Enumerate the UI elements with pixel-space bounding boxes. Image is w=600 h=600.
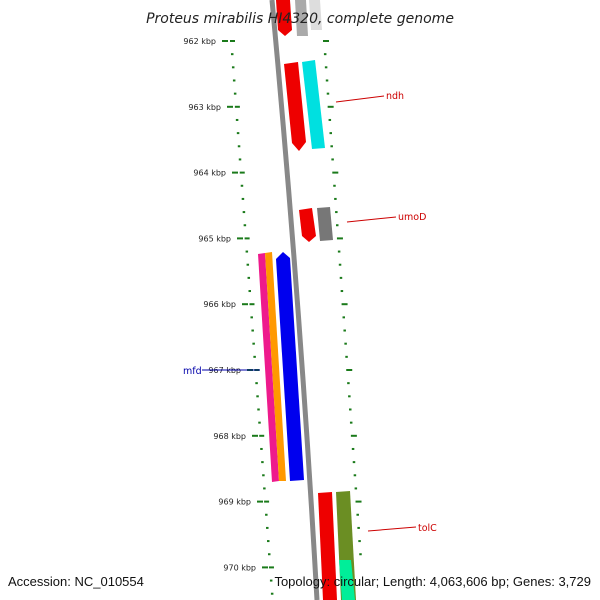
ruler-label: 965 kbp xyxy=(198,234,231,243)
gene-feature-umod-grey xyxy=(317,207,333,241)
gene-feature-magenta xyxy=(258,253,279,482)
gene-label-tolc: tolC xyxy=(418,523,437,534)
umod-leader-line xyxy=(346,216,397,223)
ruler-label: 969 kbp xyxy=(218,498,251,507)
gene-feature-ndh-red xyxy=(284,62,306,151)
gene-features xyxy=(258,0,356,600)
gene-label-mfd: mfd xyxy=(183,366,202,377)
accession-text: Accession: NC_010554 xyxy=(8,574,144,589)
ruler-label: 964 kbp xyxy=(193,169,226,178)
gene-feature-tolc-red xyxy=(318,492,337,600)
ndh-leader-line xyxy=(335,95,385,103)
ruler-label: 963 kbp xyxy=(188,103,221,112)
minor-ticks-outer xyxy=(323,40,362,556)
ruler-label: 966 kbp xyxy=(203,300,236,309)
gene-feature-top-lightgrey xyxy=(309,0,322,30)
gene-feature-umod-red xyxy=(299,208,316,242)
ruler-label: 962 kbp xyxy=(183,37,216,46)
gene-feature-ndh-cyan xyxy=(302,60,325,149)
minor-ticks-inner xyxy=(230,40,274,595)
gene-label-ndh: ndh xyxy=(386,91,404,102)
genome-backbone xyxy=(269,0,320,600)
gene-feature-mfd-blue xyxy=(276,252,304,481)
gene-feature-tolc-seafoam xyxy=(339,560,355,600)
gene-label-umod: umoD xyxy=(398,212,426,223)
genome-summary-text: Topology: circular; Length: 4,063,606 bp… xyxy=(274,574,591,589)
map-title: Proteus mirabilis HI4320, complete genom… xyxy=(146,11,454,27)
tolc-leader-line xyxy=(367,526,417,532)
ruler-label: 970 kbp xyxy=(223,563,256,572)
gene-feature-top-grey xyxy=(295,0,308,36)
ruler-label: 968 kbp xyxy=(213,432,246,441)
gene-feature-top-red xyxy=(276,0,292,36)
gene-feature-orange xyxy=(265,252,286,481)
